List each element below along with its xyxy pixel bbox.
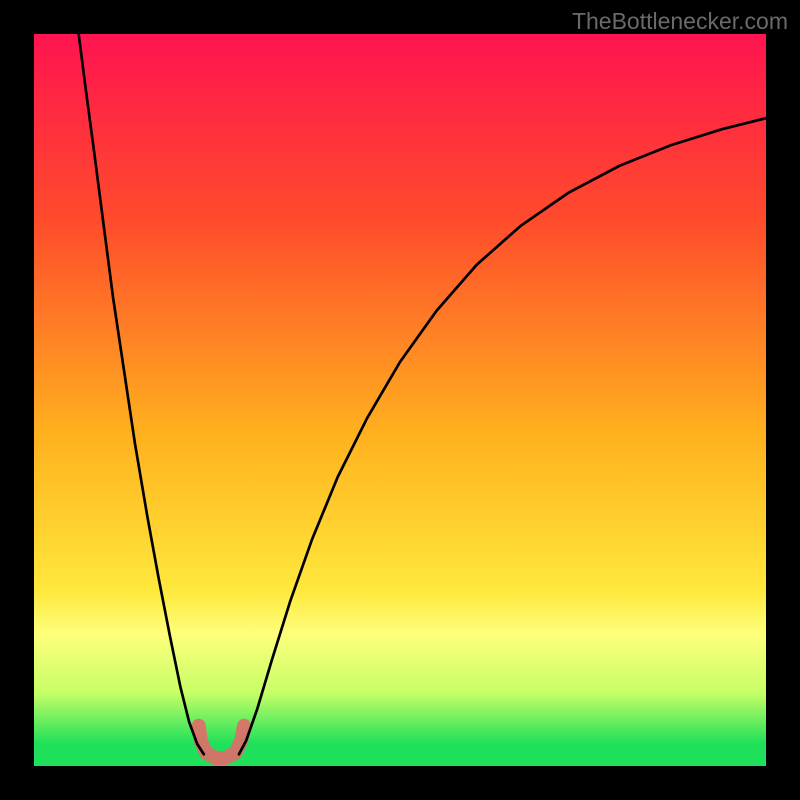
curve-left: [79, 34, 204, 754]
chart-overlay: [0, 0, 800, 800]
curve-right: [239, 118, 766, 754]
valley-marker: [199, 726, 244, 758]
